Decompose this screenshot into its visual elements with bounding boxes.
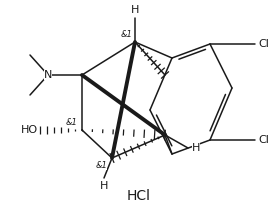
Text: HO: HO <box>21 125 38 135</box>
Text: H: H <box>192 143 200 153</box>
Text: &1: &1 <box>95 161 107 170</box>
Text: N: N <box>44 70 52 80</box>
Text: HCl: HCl <box>127 189 151 203</box>
Text: H: H <box>131 5 139 15</box>
Text: &1: &1 <box>120 30 132 39</box>
Text: &1: &1 <box>65 118 77 127</box>
Text: Cl: Cl <box>258 39 269 49</box>
Text: H: H <box>100 181 108 191</box>
Text: Cl: Cl <box>258 135 269 145</box>
